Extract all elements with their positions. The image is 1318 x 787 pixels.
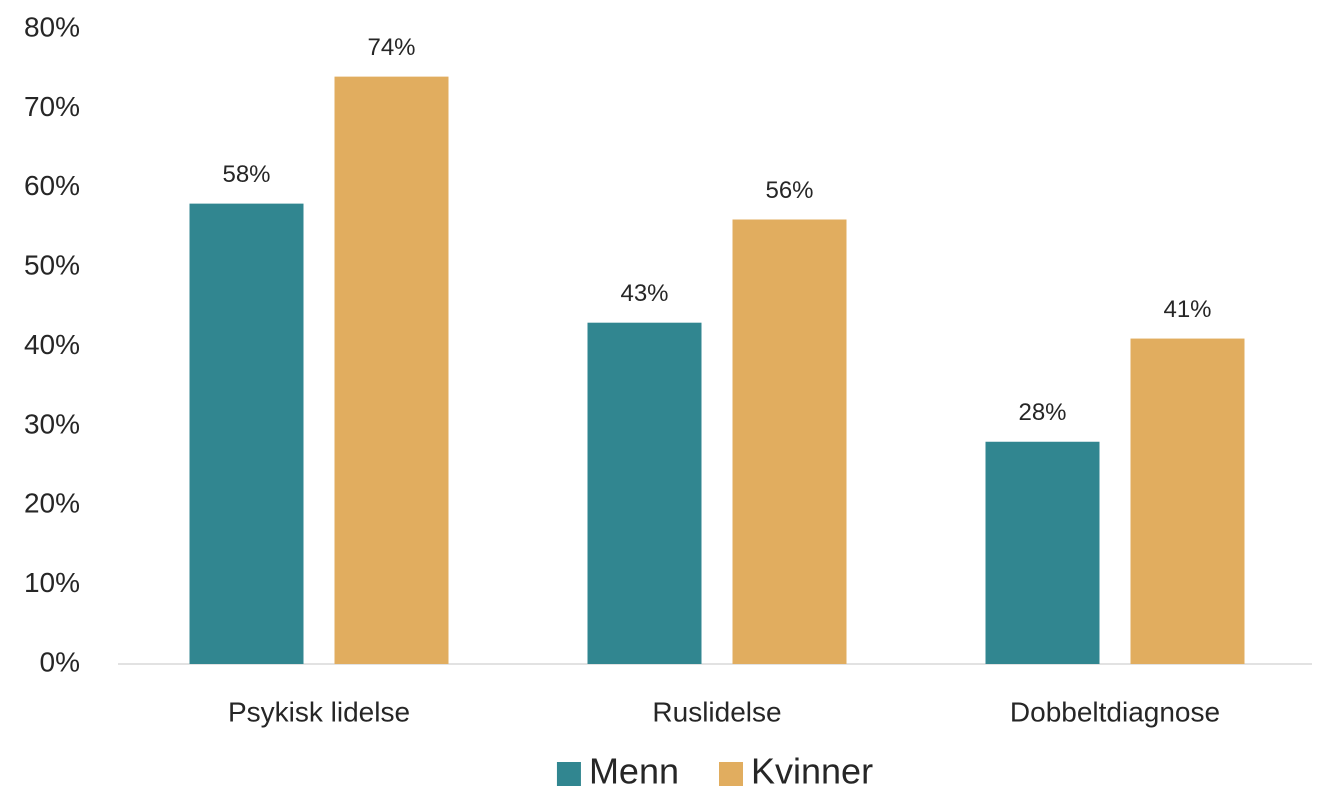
data-label: 56% — [765, 177, 813, 204]
y-tick-label: 40% — [24, 329, 80, 360]
bar — [587, 322, 702, 664]
y-tick-label: 0% — [40, 646, 80, 677]
legend-label: Menn — [589, 751, 679, 787]
y-tick-label: 50% — [24, 250, 80, 281]
data-label: 41% — [1163, 296, 1211, 323]
y-tick-label: 80% — [24, 11, 80, 42]
data-label: 28% — [1018, 399, 1066, 426]
legend-swatch — [719, 762, 743, 786]
legend-label: Kvinner — [751, 751, 873, 787]
data-label: 43% — [620, 280, 668, 307]
y-tick-label: 20% — [24, 488, 80, 519]
bar — [985, 441, 1100, 664]
y-tick-label: 30% — [24, 408, 80, 439]
y-tick-label: 60% — [24, 170, 80, 201]
y-tick-label: 10% — [24, 567, 80, 598]
x-tick-label: Dobbeltdiagnose — [1010, 696, 1220, 727]
bar — [1130, 338, 1245, 664]
data-label: 74% — [367, 34, 415, 61]
y-tick-label: 70% — [24, 91, 80, 122]
bar — [334, 76, 449, 664]
bar — [189, 203, 304, 664]
legend-swatch — [556, 762, 581, 786]
x-tick-label: Ruslidelse — [652, 696, 781, 727]
x-tick-label: Psykisk lidelse — [228, 696, 410, 727]
data-label: 58% — [222, 161, 270, 188]
bar — [732, 219, 847, 664]
